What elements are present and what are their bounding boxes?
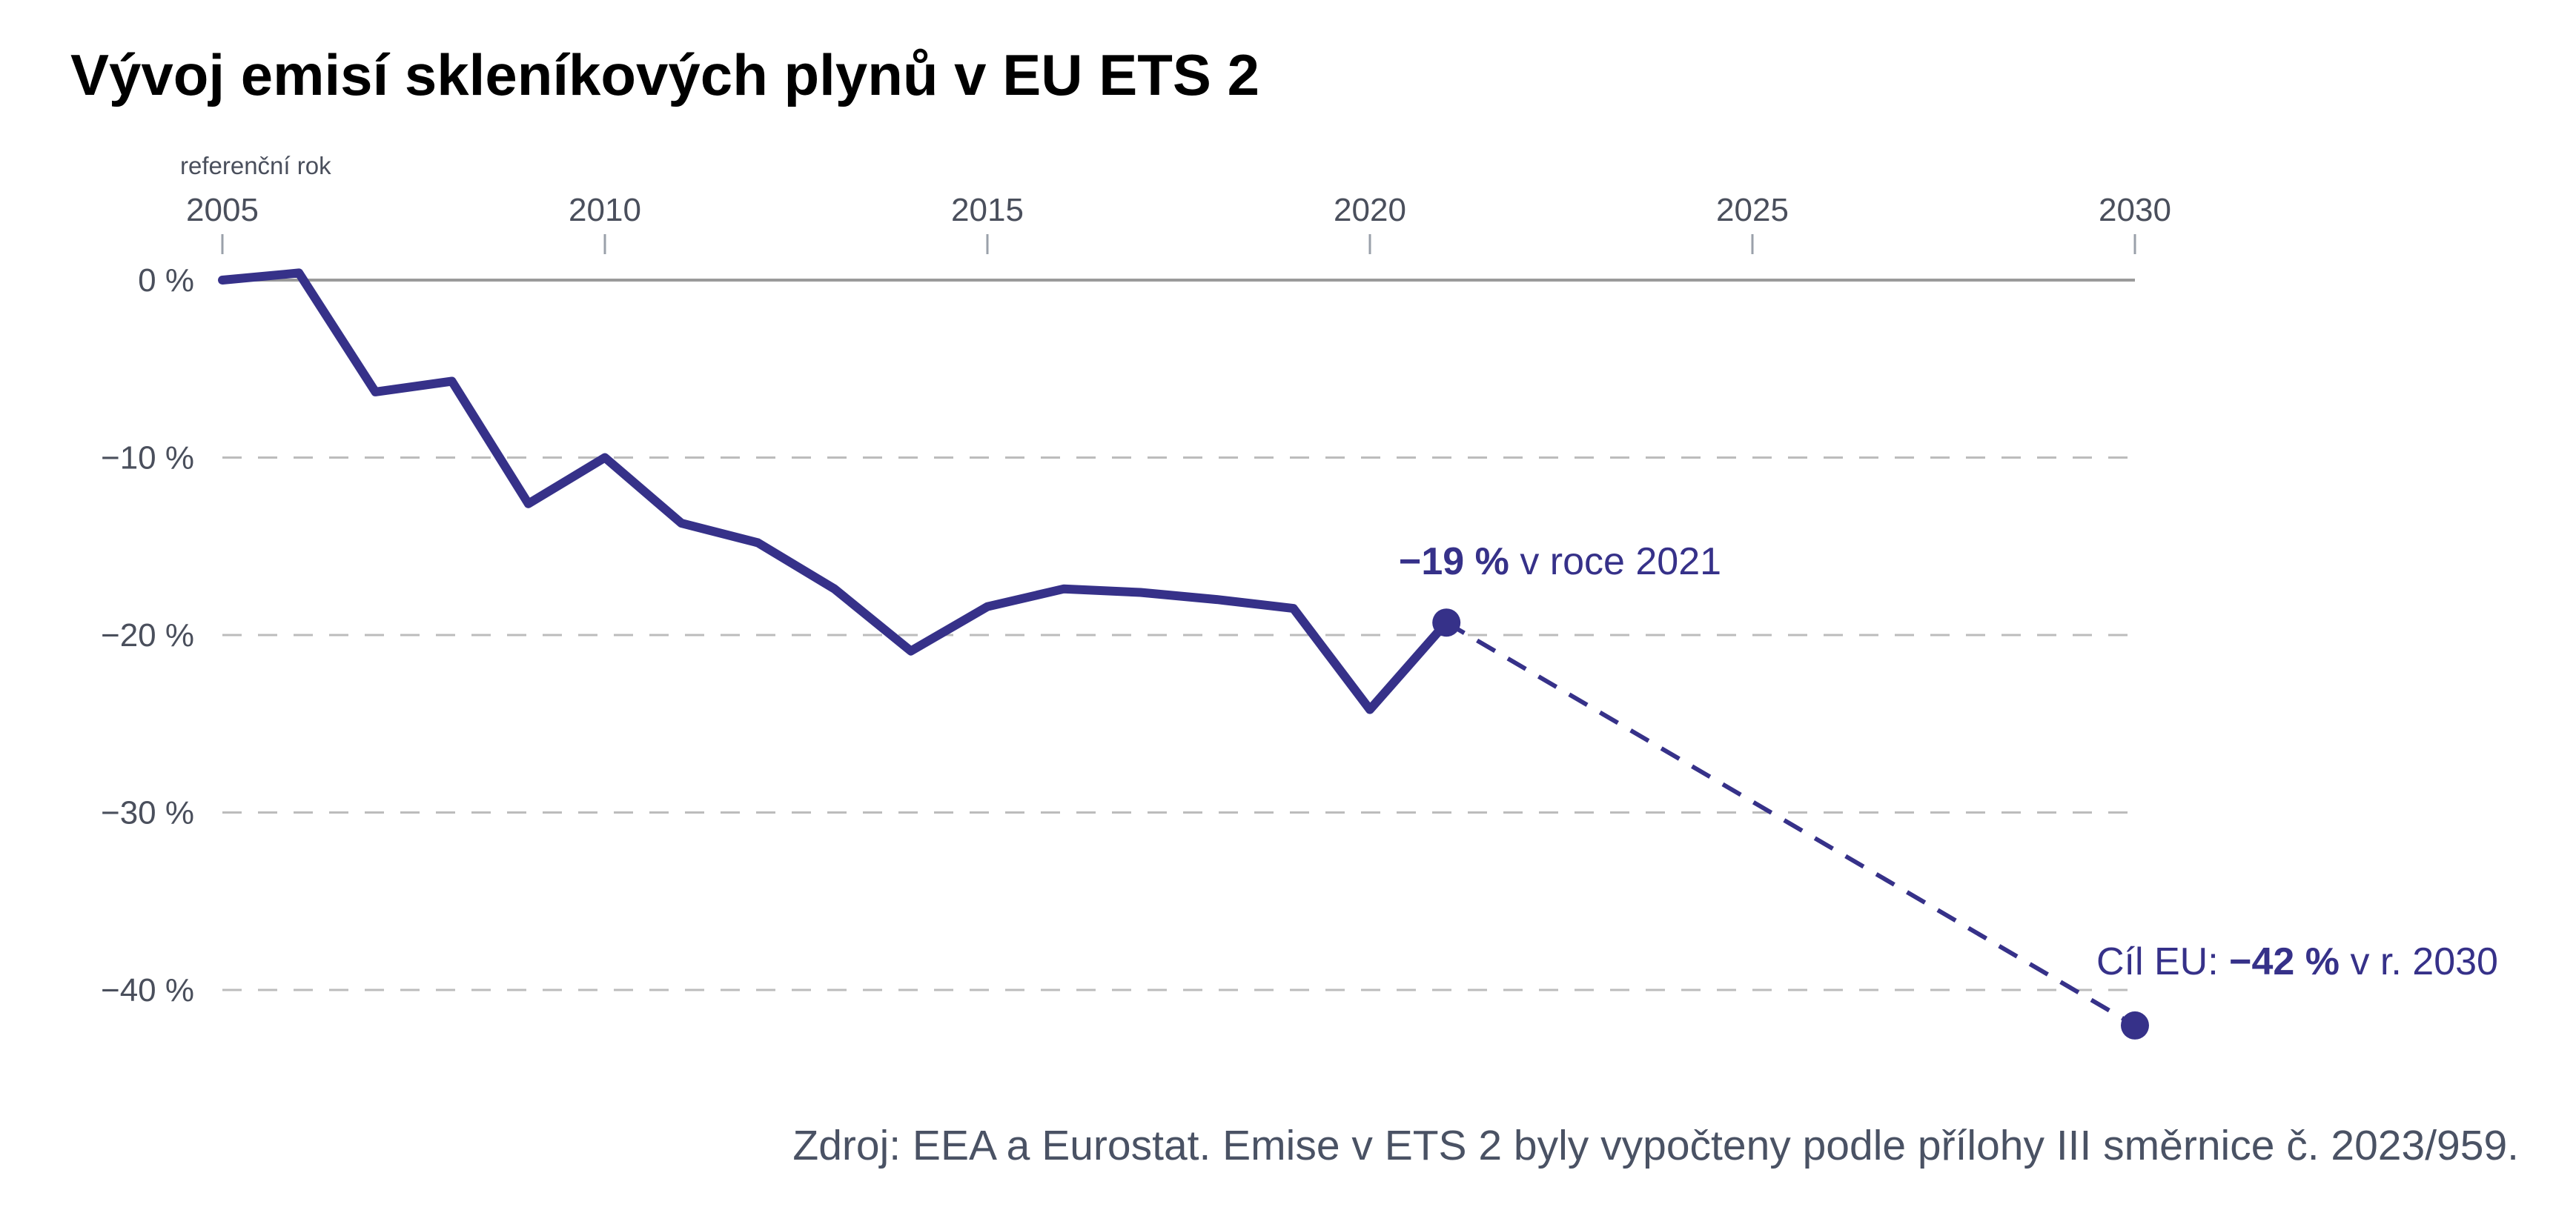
y-axis: 0 % −10 % −20 % −30 % −40 % [101,262,194,1008]
source-note: Zdroj: EEA a Eurostat. Emise v ETS 2 byl… [792,1122,2519,1169]
x-tick-label: 2005 [186,192,259,228]
emissions-line [218,268,1451,714]
y-tick-label: −40 % [101,972,194,1008]
x-tick-label: 2020 [1334,192,1406,228]
y-tick-label: 0 % [138,262,194,299]
annotation-2030: Cíl EU: −42 % v r. 2030 [2096,940,2498,983]
x-tick-label: 2030 [2099,192,2171,228]
x-tick-label: 2025 [1716,192,1789,228]
chart-title: Vývoj emisí skleníkových plynů v EU ETS … [70,42,1259,107]
series-lines [218,268,2136,1028]
annotation-2030-prefix: Cíl EU: [2096,940,2229,983]
x-axis: 2005 2010 2015 2020 2025 2030 [186,192,2171,254]
x-tick-label: 2010 [569,192,641,228]
marker-2030 [2121,1011,2149,1040]
markers [1432,608,2149,1040]
grid-lines [222,279,2135,991]
annotation-2021-bold: −19 % [1399,540,1509,583]
annotation-2030-rest: v r. 2030 [2340,940,2498,983]
y-tick-label: −20 % [101,617,194,654]
x-tick-label: 2015 [951,192,1024,228]
annotation-2021: −19 % v roce 2021 [1399,540,1721,583]
reference-year-label: referenční rok [180,152,331,179]
annotation-2030-bold: −42 % [2229,940,2340,983]
target-line [1445,620,2136,1028]
annotation-2021-rest: v roce 2021 [1509,540,1721,583]
marker-2021 [1432,608,1461,637]
y-tick-label: −30 % [101,795,194,831]
y-tick-label: −10 % [101,440,194,476]
